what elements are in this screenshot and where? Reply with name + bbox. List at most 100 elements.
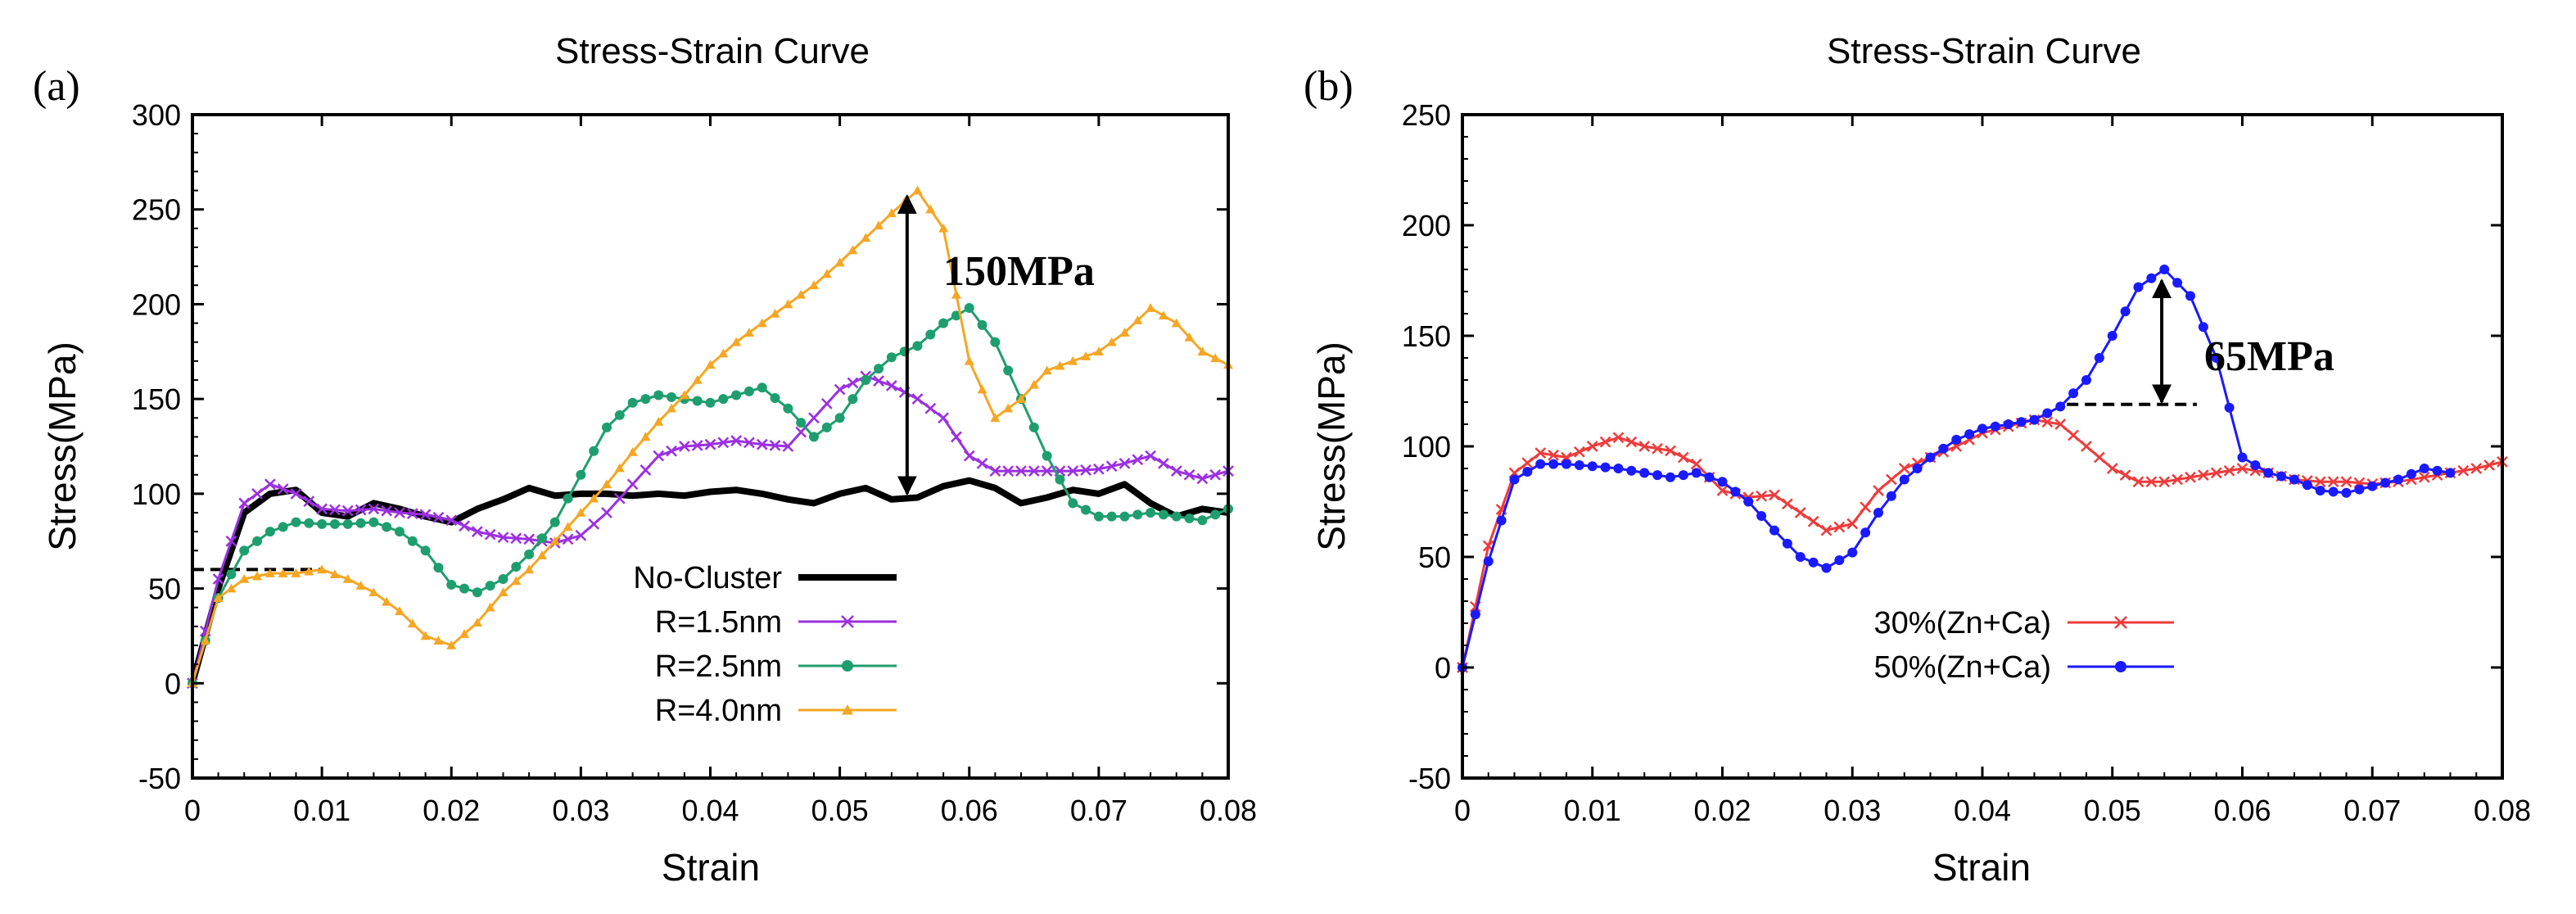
data-point-marker (1665, 472, 1675, 482)
data-point-marker (912, 185, 923, 195)
data-point-marker (1015, 465, 1027, 477)
data-point-marker (1184, 513, 1195, 523)
data-point-marker (2341, 487, 2352, 498)
data-point-marker (1574, 459, 1584, 470)
data-point-marker (885, 380, 897, 391)
x-tick-label: 0.08 (2474, 794, 2531, 827)
data-point-marker (1146, 303, 1156, 312)
data-point-marker (847, 377, 859, 389)
data-point-marker (2419, 464, 2429, 473)
data-point-marker (1807, 515, 1819, 527)
legend-r25-label: R=2.5nm (655, 649, 782, 684)
data-point-marker (2185, 291, 2195, 301)
series-line (189, 477, 1229, 685)
series-50-zn-ca- (1457, 265, 2456, 672)
data-point-marker (1925, 452, 1936, 463)
data-point-marker (964, 303, 974, 314)
data-point-marker (731, 337, 742, 346)
data-point-marker (1769, 489, 1780, 501)
data-point-marker (238, 497, 251, 509)
data-point-marker (627, 397, 638, 408)
legend-r40-label: R=4.0nm (655, 694, 782, 728)
data-point-marker (226, 569, 237, 580)
data-point-marker (1509, 474, 1520, 485)
data-point-marker (1106, 511, 1117, 522)
data-point-marker (536, 550, 547, 559)
data-point-marker (1860, 501, 1872, 514)
data-point-marker (639, 464, 652, 476)
data-point-marker (1626, 465, 1637, 476)
data-point-marker (1209, 468, 1222, 481)
panel-b-legend: 30%(Zn+Ca) 50%(Zn+Ca) (1874, 606, 2174, 685)
data-point-marker (1769, 525, 1779, 536)
data-point-marker (2263, 468, 2274, 478)
data-point-marker (1951, 434, 1962, 445)
data-point-marker (1613, 464, 1624, 473)
data-point-marker (834, 257, 845, 267)
data-point-marker (1003, 403, 1014, 413)
y-tick-label: 100 (132, 477, 181, 511)
data-point-marker (2223, 464, 2235, 477)
data-point-marker (886, 208, 897, 218)
data-point-marker (1068, 498, 1078, 509)
data-point-marker (1119, 328, 1130, 337)
data-point-marker (368, 587, 379, 596)
data-point-marker (808, 412, 820, 424)
data-point-marker (1638, 441, 1651, 452)
data-point-marker (212, 573, 224, 585)
data-point-marker (2081, 441, 2092, 452)
data-point-marker (1055, 474, 1065, 485)
panel-a-annotation-150mpa: 150MPa (943, 248, 1095, 295)
data-point-marker (782, 441, 794, 452)
data-point-marker (989, 465, 1001, 477)
data-point-marker (2354, 484, 2365, 495)
panel-b: (b) Stress-Strain Curve Stress(MPa) Stra… (1304, 31, 2531, 889)
panel-a-annotations: 150MPa (943, 248, 1095, 295)
y-tick-label: 200 (132, 287, 181, 321)
data-point-marker (1132, 509, 1143, 520)
data-point-marker (820, 398, 833, 409)
data-point-marker (640, 394, 651, 405)
data-point-marker (602, 422, 612, 432)
x-tick-label: 0 (184, 794, 201, 827)
data-point-marker (861, 375, 871, 385)
panel-a-xlabel: Strain (662, 846, 760, 889)
data-point-marker (2185, 471, 2196, 483)
data-point-marker (264, 568, 275, 577)
x-tick-label: 0.04 (681, 794, 739, 827)
data-point-marker (2470, 463, 2483, 474)
data-point-marker (2016, 417, 2027, 428)
legend-50pct-label: 50%(Zn+Ca) (1874, 650, 2051, 685)
data-point-marker (394, 507, 405, 518)
y-tick-label: -50 (138, 762, 181, 795)
data-point-marker (769, 439, 781, 451)
data-point-marker (990, 413, 1001, 423)
data-point-marker (1561, 459, 1571, 469)
data-point-marker (511, 576, 522, 586)
y-tick-label: 0 (1435, 651, 1451, 685)
y-tick-label: 50 (1418, 541, 1451, 574)
data-point-marker (225, 535, 237, 547)
data-point-marker (1183, 468, 1195, 481)
data-point-marker (1860, 527, 1871, 538)
data-point-marker (730, 435, 743, 446)
legend-swatch (798, 615, 897, 628)
data-point-marker (1717, 477, 1728, 487)
data-point-marker (1600, 462, 1611, 473)
y-tick-label: 300 (132, 98, 181, 132)
data-point-marker (1535, 459, 1546, 469)
data-point-marker (614, 463, 625, 473)
data-point-marker (874, 364, 884, 374)
series-no-cluster (189, 477, 1229, 685)
legend-swatch (798, 704, 897, 715)
panel-b-annotation-65mpa: 65MPa (2204, 333, 2334, 380)
x-tick-label: 0.03 (552, 794, 609, 827)
data-point-marker (213, 593, 224, 602)
data-point-marker (1677, 451, 1689, 464)
data-point-marker (1834, 555, 1845, 566)
x-tick-label: 0.07 (2343, 794, 2401, 827)
panel-b-plot-frame (1461, 113, 2504, 780)
data-point-marker (795, 426, 807, 438)
data-point-marker (653, 450, 665, 462)
panel-a-plot-frame (191, 113, 1230, 780)
